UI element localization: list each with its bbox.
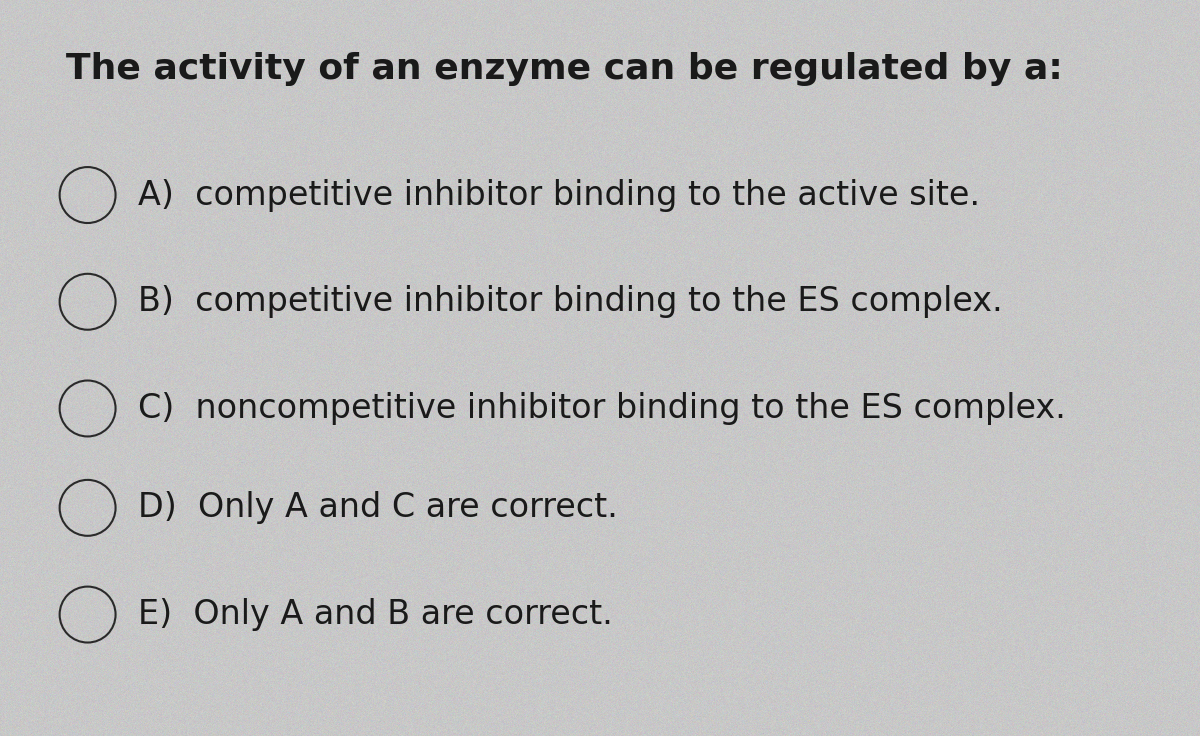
Text: C)  noncompetitive inhibitor binding to the ES complex.: C) noncompetitive inhibitor binding to t… [138,392,1066,425]
Text: D)  Only A and C are correct.: D) Only A and C are correct. [138,492,618,524]
Text: E)  Only A and B are correct.: E) Only A and B are correct. [138,598,613,631]
Text: A)  competitive inhibitor binding to the active site.: A) competitive inhibitor binding to the … [138,179,980,211]
Text: The activity of an enzyme can be regulated by a:: The activity of an enzyme can be regulat… [66,52,1063,85]
Text: B)  competitive inhibitor binding to the ES complex.: B) competitive inhibitor binding to the … [138,286,1003,318]
